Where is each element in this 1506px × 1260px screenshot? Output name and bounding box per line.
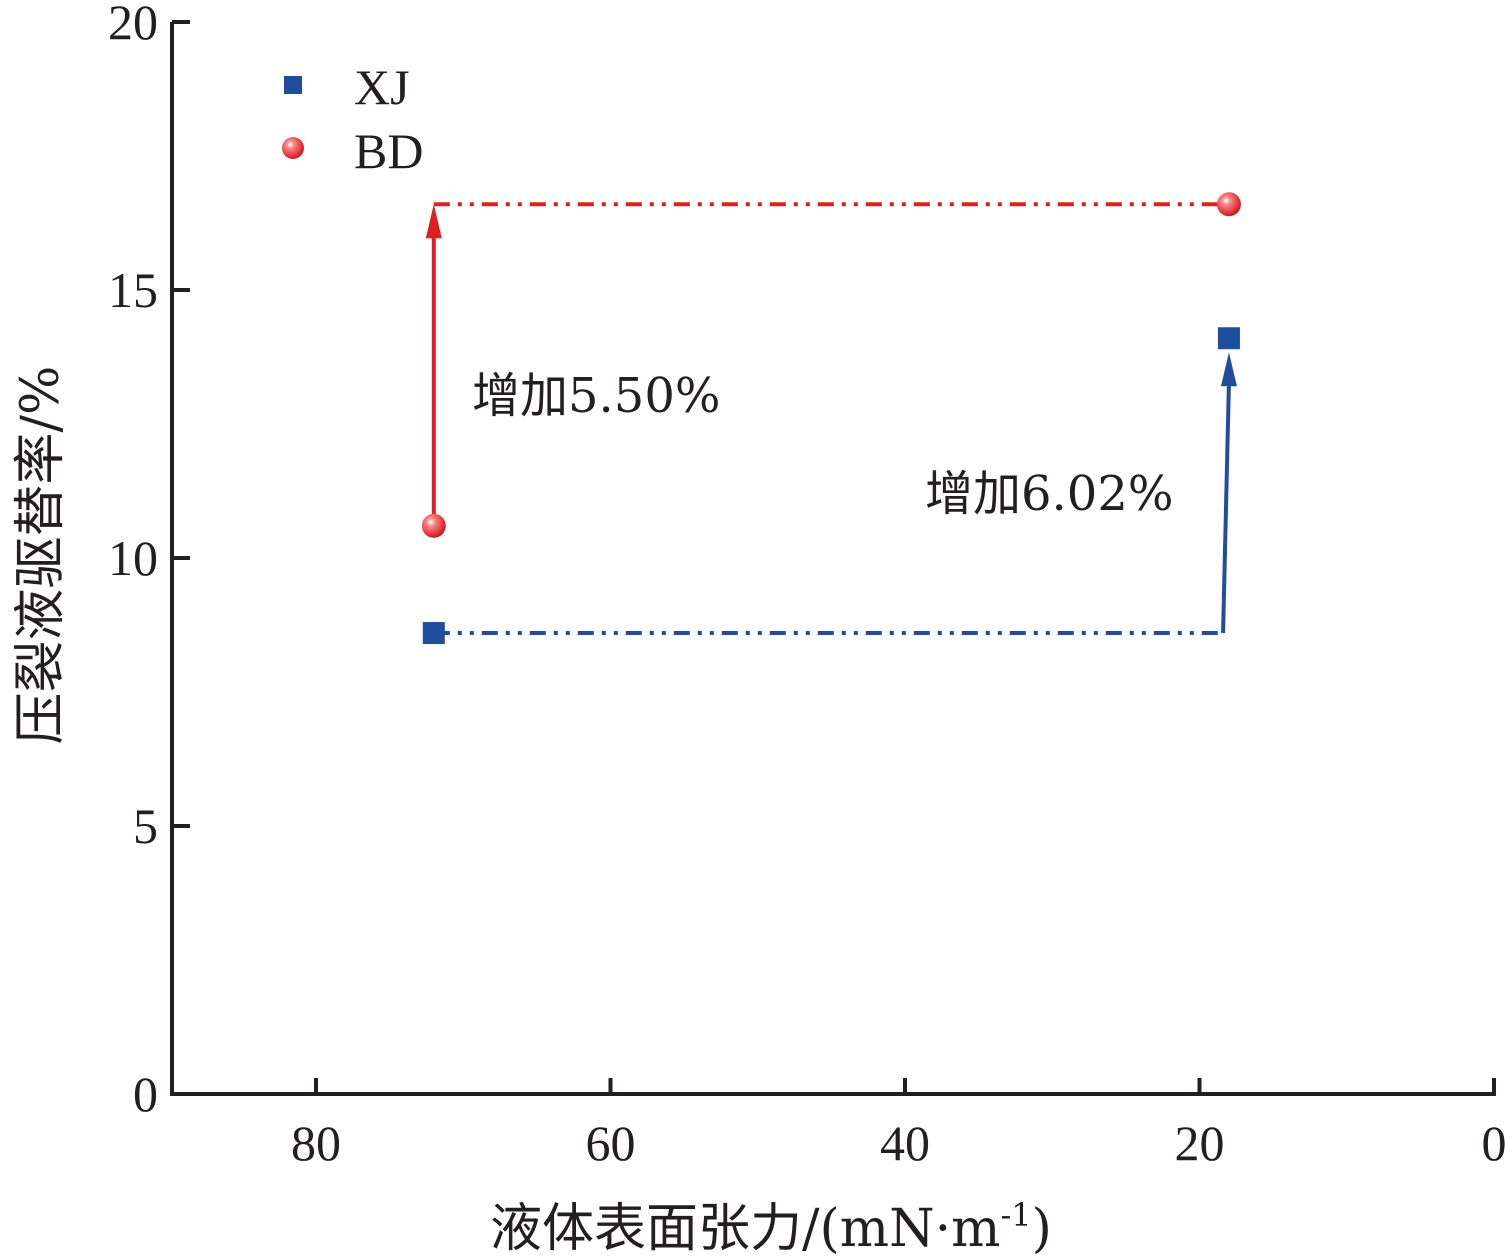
x-tick-label: 60 <box>586 1115 636 1171</box>
legend-bd-label: BD <box>354 123 423 179</box>
legend: XJ BD <box>282 59 423 179</box>
bd-point <box>421 513 446 538</box>
x-axis-title-sup: -1 <box>1000 1196 1031 1234</box>
x-axis-title-close: ) <box>1032 1199 1052 1259</box>
xj-arrow-shaft <box>1221 382 1231 634</box>
legend-xj-label: XJ <box>354 59 410 115</box>
data-points <box>421 192 1241 645</box>
x-axis-title-main: 液体表面张力/(mN·m <box>490 1199 1000 1259</box>
x-axis-title: 液体表面张力/(mN·m-1) <box>490 1196 1052 1259</box>
legend-xj-marker <box>284 76 302 94</box>
y-ticks: 0 5 10 15 20 <box>108 0 190 1122</box>
annotation-xj-text: 增加6.02% <box>925 466 1174 522</box>
y-tick-label: 15 <box>108 262 158 318</box>
y-tick-label: 0 <box>133 1066 158 1122</box>
x-tick-label: 40 <box>880 1115 930 1171</box>
bd-point <box>1216 192 1241 217</box>
y-tick-label: 5 <box>133 798 158 854</box>
legend-bd-marker <box>282 137 304 159</box>
bd-arrow-head <box>425 204 442 239</box>
guides <box>425 202 1237 636</box>
xj-point <box>1217 327 1240 350</box>
annotation-bd-text: 增加5.50% <box>472 368 721 424</box>
y-tick-label: 10 <box>108 530 158 586</box>
xj-arrow-head <box>1220 352 1237 387</box>
x-tick-label: 0 <box>1482 1115 1506 1171</box>
xj-point <box>422 622 445 645</box>
y-tick-label: 20 <box>108 0 158 50</box>
x-tick-label: 80 <box>291 1115 341 1171</box>
y-axis-title: 压裂液驱替率/% <box>11 366 71 745</box>
x-ticks: 80 60 40 20 0 <box>291 1078 1506 1171</box>
x-tick-label: 20 <box>1175 1115 1225 1171</box>
